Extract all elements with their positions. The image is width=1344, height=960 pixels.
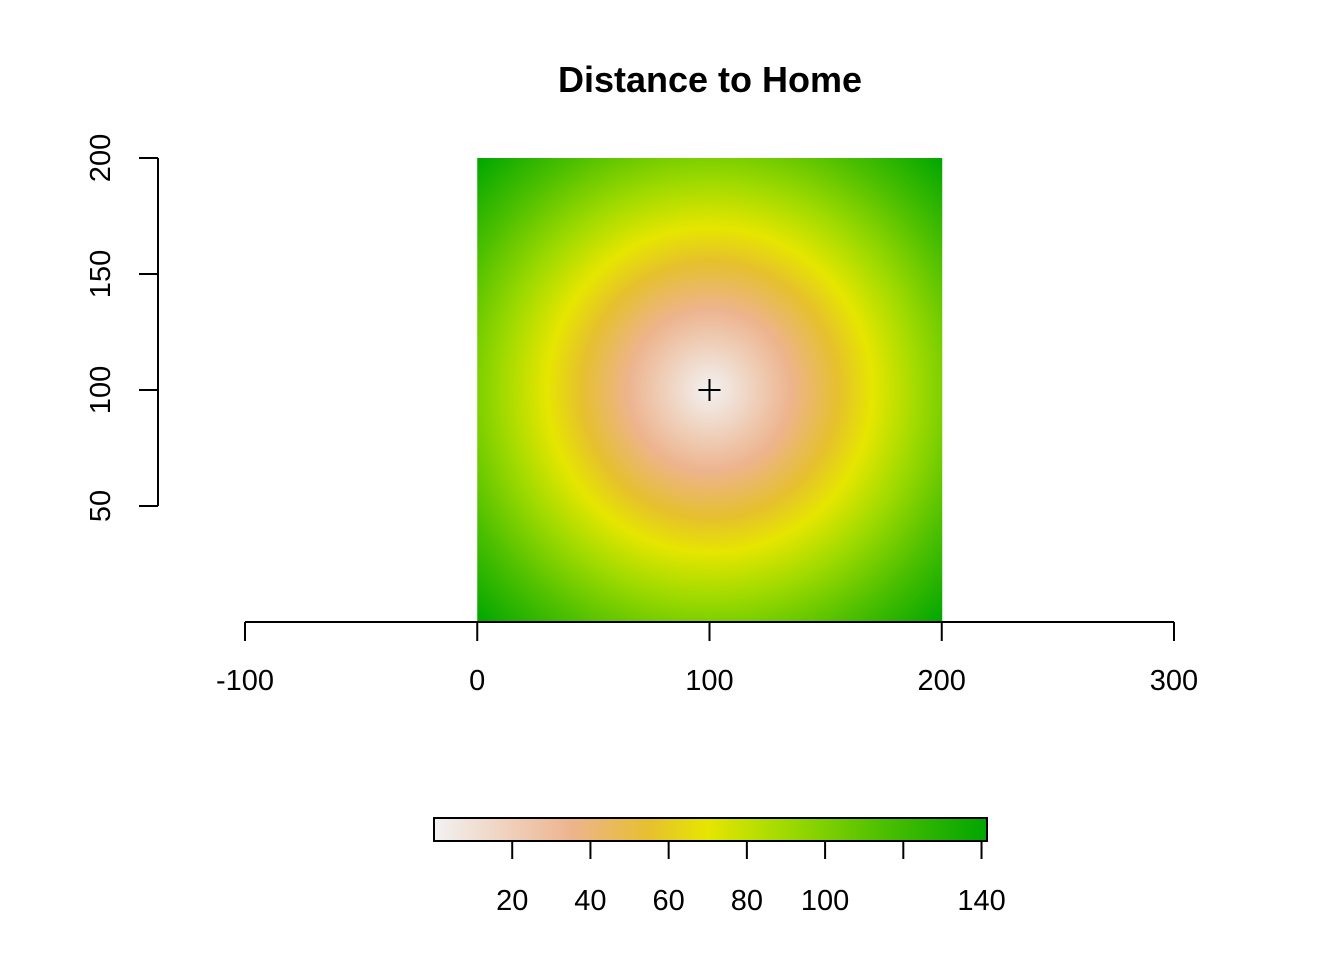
x-tick-label: -100	[216, 665, 274, 697]
x-tick-label: 0	[469, 665, 485, 697]
y-tick-label: 50	[85, 490, 117, 522]
home-marker-icon	[698, 379, 721, 401]
y-tick-label: 100	[85, 366, 117, 414]
legend-tick-label: 80	[731, 885, 763, 917]
legend-tick-label: 140	[957, 885, 1005, 917]
x-axis: -100 0 100 200 300	[216, 621, 1198, 697]
legend-tick-label: 100	[801, 885, 849, 917]
legend-tick-label: 20	[496, 885, 528, 917]
x-tick-label: 200	[918, 665, 966, 697]
y-tick-label: 150	[85, 250, 117, 298]
x-tick-label: 300	[1150, 665, 1198, 697]
chart-title: Distance to Home	[558, 59, 862, 100]
legend-colorbar	[433, 817, 988, 842]
y-tick-label: 200	[85, 134, 117, 182]
color-legend: 20 40 60 80 100 140	[433, 817, 1006, 917]
x-tick-label: 100	[685, 665, 733, 697]
y-axis: 50 100 150 200	[85, 134, 159, 522]
legend-tick-label: 40	[574, 885, 606, 917]
legend-tick-label: 60	[653, 885, 685, 917]
